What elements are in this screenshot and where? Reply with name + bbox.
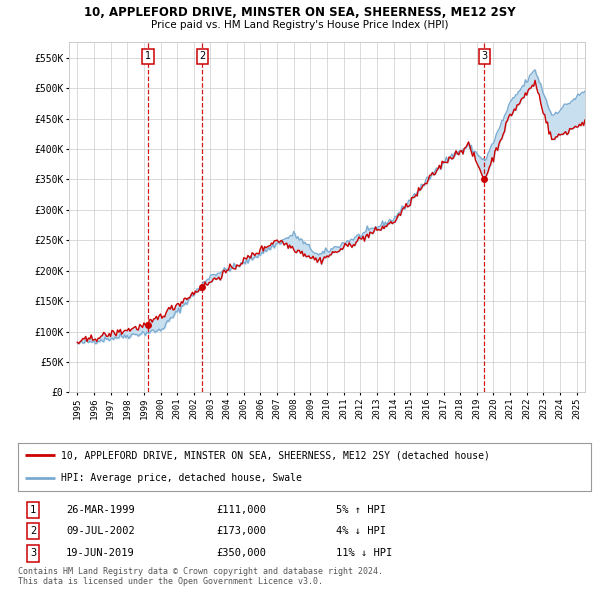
Text: 2: 2 — [199, 51, 206, 61]
Text: 10, APPLEFORD DRIVE, MINSTER ON SEA, SHEERNESS, ME12 2SY: 10, APPLEFORD DRIVE, MINSTER ON SEA, SHE… — [84, 6, 516, 19]
Text: HPI: Average price, detached house, Swale: HPI: Average price, detached house, Swal… — [61, 473, 302, 483]
Text: 10, APPLEFORD DRIVE, MINSTER ON SEA, SHEERNESS, ME12 2SY (detached house): 10, APPLEFORD DRIVE, MINSTER ON SEA, SHE… — [61, 450, 490, 460]
Text: 3: 3 — [30, 549, 36, 558]
Text: 3: 3 — [481, 51, 488, 61]
Text: 1: 1 — [30, 505, 36, 514]
Text: 2: 2 — [30, 526, 36, 536]
Text: This data is licensed under the Open Government Licence v3.0.: This data is licensed under the Open Gov… — [18, 578, 323, 586]
Text: 5% ↑ HPI: 5% ↑ HPI — [336, 505, 386, 514]
Text: £111,000: £111,000 — [216, 505, 266, 514]
Text: 11% ↓ HPI: 11% ↓ HPI — [336, 549, 392, 558]
Text: 4% ↓ HPI: 4% ↓ HPI — [336, 526, 386, 536]
Text: 19-JUN-2019: 19-JUN-2019 — [66, 549, 135, 558]
Text: 09-JUL-2002: 09-JUL-2002 — [66, 526, 135, 536]
Text: 1: 1 — [145, 51, 151, 61]
Text: £350,000: £350,000 — [216, 549, 266, 558]
Text: Contains HM Land Registry data © Crown copyright and database right 2024.: Contains HM Land Registry data © Crown c… — [18, 567, 383, 576]
Text: £173,000: £173,000 — [216, 526, 266, 536]
Text: 26-MAR-1999: 26-MAR-1999 — [66, 505, 135, 514]
Text: Price paid vs. HM Land Registry's House Price Index (HPI): Price paid vs. HM Land Registry's House … — [151, 20, 449, 30]
